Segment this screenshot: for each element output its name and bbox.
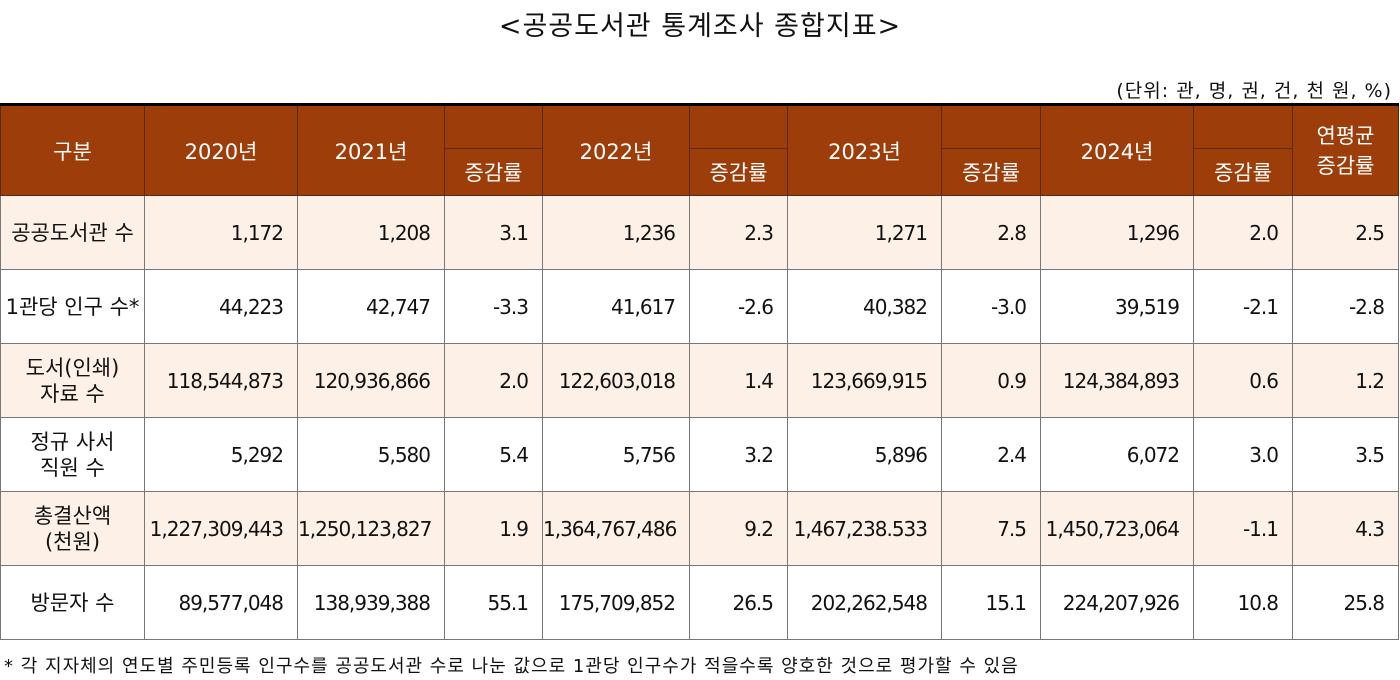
header-annual-avg-change: 연평균 증감률	[1292, 104, 1399, 196]
cell-v2022: 1,364,767,486	[542, 491, 690, 566]
cell-avg: 4.3	[1292, 491, 1399, 566]
cell-v2024: 124,384,893	[1040, 343, 1194, 418]
cell-v2021: 138,939,388	[297, 565, 445, 640]
table-row: 방문자 수 89,577,048 138,939,388 55.1 175,709,85…	[0, 565, 1399, 640]
cell-avg: 3.5	[1292, 417, 1399, 492]
row-label: 공공도서관 수	[0, 195, 145, 270]
table-row: 도서(인쇄) 자료 수 118,544,873 120,936,866 2.0 122,…	[0, 343, 1399, 418]
cell-c2021: 2.0	[444, 343, 543, 418]
cell-c2024: 3.0	[1193, 417, 1293, 492]
cell-c2021: 55.1	[444, 565, 543, 640]
cell-v2020: 118,544,873	[144, 343, 298, 418]
cell-v2020: 1,227,309,443	[144, 491, 298, 566]
row-label: 1관당 인구 수*	[0, 269, 145, 344]
cell-v2023: 1,271	[787, 195, 942, 270]
header-year-2024: 2024년	[1040, 104, 1194, 196]
table-row: 총결산액 (천원) 1,227,309,443 1,250,123,827 1.9 1,…	[0, 491, 1399, 566]
header-change-2021: 증감률	[444, 148, 543, 196]
cell-v2020: 1,172	[144, 195, 298, 270]
cell-v2021: 1,208	[297, 195, 445, 270]
cell-v2023: 1,467,238.533	[787, 491, 942, 566]
cell-v2023: 40,382	[787, 269, 942, 344]
cell-c2024: -1.1	[1193, 491, 1293, 566]
cell-c2021: -3.3	[444, 269, 543, 344]
cell-avg: 1.2	[1292, 343, 1399, 418]
cell-v2023: 202,262,548	[787, 565, 942, 640]
cell-c2021: 1.9	[444, 491, 543, 566]
cell-v2022: 122,603,018	[542, 343, 690, 418]
table-row: 1관당 인구 수* 44,223 42,747 -3.3 41,617 -2.6 40,38…	[0, 269, 1399, 344]
row-label: 정규 사서 직원 수	[0, 417, 145, 492]
cell-avg: 25.8	[1292, 565, 1399, 640]
cell-c2022: 3.2	[689, 417, 788, 492]
cell-c2023: 15.1	[941, 565, 1041, 640]
cell-c2024: 2.0	[1193, 195, 1293, 270]
page-title: <공공도서관 통계조사 종합지표>	[498, 11, 902, 42]
cell-c2024: 10.8	[1193, 565, 1293, 640]
statistics-table: 구분 2020년 2021년 2022년 2023년 2024년 연평균 증감률…	[0, 103, 1399, 640]
header-year-2023: 2023년	[787, 104, 942, 196]
cell-v2021: 1,250,123,827	[297, 491, 445, 566]
cell-v2024: 1,296	[1040, 195, 1194, 270]
row-label: 방문자 수	[0, 565, 145, 640]
cell-c2022: 9.2	[689, 491, 788, 566]
cell-v2020: 44,223	[144, 269, 298, 344]
cell-c2021: 5.4	[444, 417, 543, 492]
cell-c2022: 2.3	[689, 195, 788, 270]
cell-c2023: 2.8	[941, 195, 1041, 270]
header-change-2022: 증감률	[689, 148, 788, 196]
cell-c2022: 26.5	[689, 565, 788, 640]
header-year-2022: 2022년	[542, 104, 690, 196]
cell-v2022: 175,709,852	[542, 565, 690, 640]
cell-v2020: 89,577,048	[144, 565, 298, 640]
cell-v2023: 123,669,915	[787, 343, 942, 418]
cell-c2021: 3.1	[444, 195, 543, 270]
cell-avg: 2.5	[1292, 195, 1399, 270]
header-change-2023: 증감률	[941, 148, 1041, 196]
cell-v2021: 42,747	[297, 269, 445, 344]
table-row: 정규 사서 직원 수 5,292 5,580 5.4 5,756 3.2 5,896 2.4 6…	[0, 417, 1399, 492]
cell-v2023: 5,896	[787, 417, 942, 492]
cell-v2020: 5,292	[144, 417, 298, 492]
cell-c2024: 0.6	[1193, 343, 1293, 418]
cell-c2023: 7.5	[941, 491, 1041, 566]
cell-v2022: 41,617	[542, 269, 690, 344]
cell-c2023: 2.4	[941, 417, 1041, 492]
cell-v2024: 6,072	[1040, 417, 1194, 492]
header-year-2020: 2020년	[144, 104, 298, 196]
header-year-2021: 2021년	[297, 104, 445, 196]
cell-c2024: -2.1	[1193, 269, 1293, 344]
unit-note: (단위: 관, 명, 권, 건, 천 원, %)	[1116, 80, 1392, 102]
cell-c2022: 1.4	[689, 343, 788, 418]
header-category: 구분	[0, 104, 145, 196]
header-change-2024: 증감률	[1193, 148, 1293, 196]
table-row: 공공도서관 수 1,172 1,208 3.1 1,236 2.3 1,271 2.8 1,29…	[0, 195, 1399, 270]
cell-v2024: 39,519	[1040, 269, 1194, 344]
cell-v2024: 224,207,926	[1040, 565, 1194, 640]
row-label: 도서(인쇄) 자료 수	[0, 343, 145, 418]
footnote: * 각 지자체의 연도별 주민등록 인구수를 공공도서관 수로 나눈 값으로 1…	[4, 656, 1019, 677]
cell-c2023: -3.0	[941, 269, 1041, 344]
cell-c2023: 0.9	[941, 343, 1041, 418]
row-label: 총결산액 (천원)	[0, 491, 145, 566]
cell-v2022: 5,756	[542, 417, 690, 492]
cell-v2021: 5,580	[297, 417, 445, 492]
cell-avg: -2.8	[1292, 269, 1399, 344]
cell-v2021: 120,936,866	[297, 343, 445, 418]
cell-c2022: -2.6	[689, 269, 788, 344]
cell-v2022: 1,236	[542, 195, 690, 270]
cell-v2024: 1,450,723,064	[1040, 491, 1194, 566]
